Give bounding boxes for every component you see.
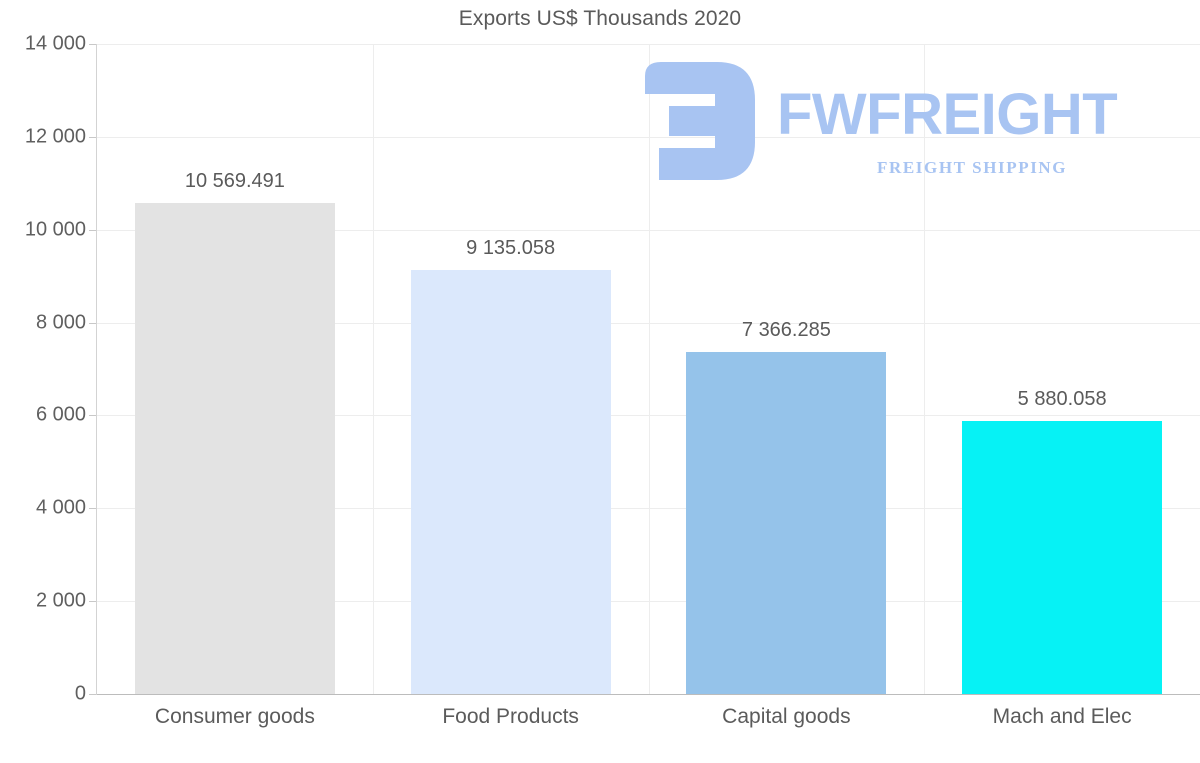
x-axis-line: [97, 694, 1200, 695]
y-axis-tick-labels: 0 2 000 4 000 6 000 8 000 10 000 12 000 14 000: [0, 0, 86, 763]
gridline-vertical: [649, 44, 650, 694]
bar[interactable]: [410, 269, 611, 694]
y-axis-tick-label: 4 000: [35, 496, 86, 519]
y-axis-tick: [89, 694, 97, 695]
gridline-vertical: [373, 44, 374, 694]
category-label: Mach and Elec: [992, 705, 1132, 728]
y-axis-tick-label: 2 000: [35, 589, 86, 612]
bar[interactable]: [134, 203, 335, 694]
bar-value-label: 10 569.491: [184, 170, 285, 193]
category-label: Food Products: [442, 705, 579, 728]
y-axis-tick: [89, 322, 97, 324]
bar-value-label: 7 366.285: [741, 318, 831, 341]
gridline-horizontal: [97, 415, 1200, 417]
chart-title: Exports US$ Thousands 2020: [458, 7, 742, 30]
y-axis-tick-label: 10 000: [24, 218, 86, 241]
y-axis-tick: [89, 508, 97, 510]
y-axis-tick: [89, 136, 97, 138]
y-axis-tick-label: 14 000: [24, 32, 86, 55]
gridline-vertical: [924, 44, 925, 694]
bar-value-label: 5 880.058: [1017, 387, 1107, 410]
y-axis-tick: [89, 44, 97, 45]
y-axis-tick-label: 6 000: [35, 403, 86, 426]
gridline-horizontal: [97, 322, 1200, 324]
y-axis-tick-label: 12 000: [24, 125, 86, 148]
category-label: Capital goods: [722, 705, 851, 728]
y-axis-tick: [89, 415, 97, 417]
y-axis-tick-label: 0: [74, 682, 86, 705]
y-axis-tick: [89, 229, 97, 231]
gridline-horizontal: [97, 44, 1200, 45]
gridline-horizontal: [97, 508, 1200, 510]
y-axis-line: [96, 44, 97, 695]
bar-value-label: 9 135.058: [466, 236, 556, 259]
plot-area: [97, 44, 1200, 694]
bar[interactable]: [962, 421, 1163, 694]
bar[interactable]: [686, 352, 887, 694]
y-axis-tick-label: 8 000: [35, 311, 86, 334]
category-label: Consumer goods: [154, 705, 315, 728]
y-axis-tick: [89, 601, 97, 603]
gridline-horizontal: [97, 229, 1200, 231]
gridline-horizontal: [97, 601, 1200, 603]
